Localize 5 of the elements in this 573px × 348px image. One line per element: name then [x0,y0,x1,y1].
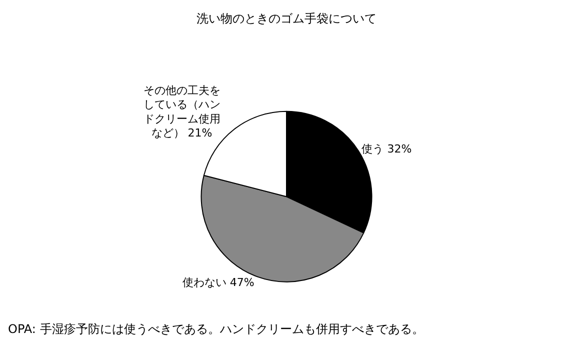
slice-label: その他の工夫をしている（ハンドクリーム使用など） 21% [143,84,220,140]
slice-label: 使う 32% [362,142,412,156]
text: OPA: 手湿疹予防には使うべきである。ハンドクリームも併用すべきである。 [8,322,424,336]
slice-label: 使わない 47% [182,276,254,290]
chart-title: 洗い物のときのゴム手袋について [196,11,376,26]
